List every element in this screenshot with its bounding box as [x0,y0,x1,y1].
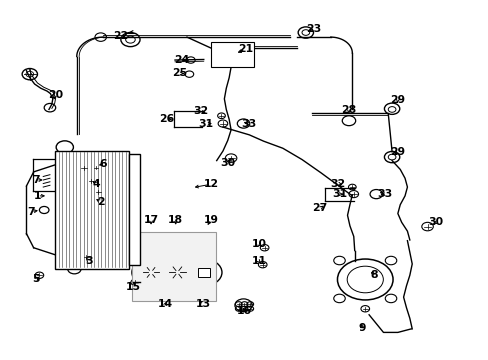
Bar [132,232,215,301]
Text: 32: 32 [192,106,207,116]
Text: 31: 31 [331,189,346,199]
Text: 14: 14 [158,299,173,309]
Text: 16: 16 [237,306,251,316]
Text: 9: 9 [357,323,365,333]
Text: 21: 21 [237,45,252,54]
Text: 7: 7 [27,207,35,217]
Text: 15: 15 [125,282,141,292]
Text: 5: 5 [32,274,40,284]
Text: 13: 13 [196,299,211,309]
Text: 28: 28 [341,105,356,115]
Text: 25: 25 [172,68,187,78]
Text: 27: 27 [312,203,327,213]
Text: 33: 33 [241,118,256,129]
Text: 32: 32 [330,179,345,189]
Text: 17: 17 [143,215,158,225]
Text: 19: 19 [203,215,218,225]
Text: 8: 8 [369,270,377,280]
Text: 6: 6 [99,159,107,169]
Text: 30: 30 [428,217,443,227]
Bar [129,154,140,265]
Text: 18: 18 [167,215,182,225]
Text: 33: 33 [376,189,391,199]
Text: 29: 29 [389,95,405,104]
Text: 3: 3 [85,256,92,266]
Text: 26: 26 [159,114,174,124]
Text: 7: 7 [32,175,40,185]
Text: 24: 24 [174,55,189,65]
Text: 2: 2 [97,197,104,207]
Text: 4: 4 [92,179,100,189]
Bar [55,151,129,269]
Text: 10: 10 [251,239,266,249]
Bar [198,268,209,277]
Text: 11: 11 [251,256,266,266]
Bar [210,42,254,67]
Text: 22: 22 [113,31,128,41]
Text: 31: 31 [198,118,213,129]
Text: 12: 12 [203,179,218,189]
Text: 23: 23 [306,24,321,34]
Text: 30: 30 [220,158,235,168]
Text: 29: 29 [389,147,405,157]
Text: 1: 1 [34,191,41,201]
Text: 20: 20 [47,90,62,100]
